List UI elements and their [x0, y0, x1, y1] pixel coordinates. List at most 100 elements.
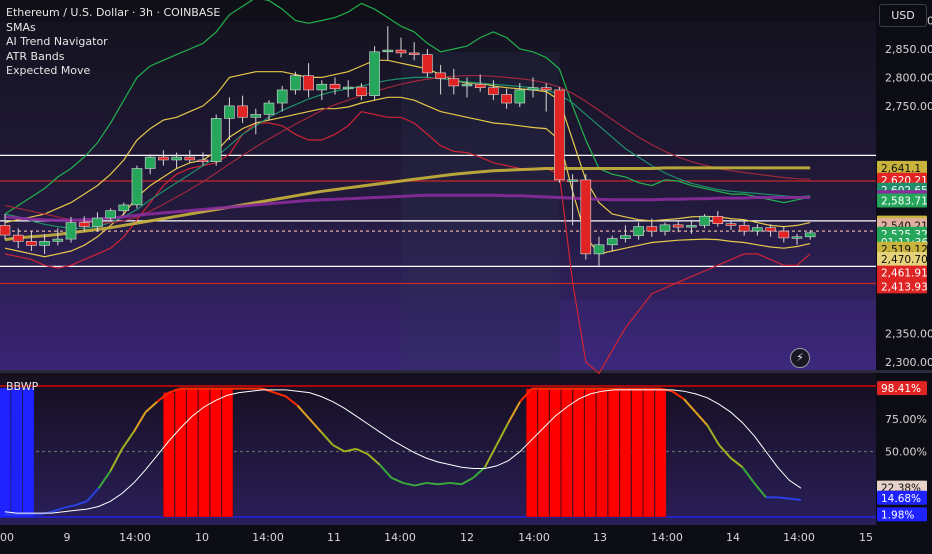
time-tick-0: 9 — [64, 531, 71, 544]
candle-body — [65, 222, 77, 240]
candle-2 — [26, 231, 37, 252]
price-tick-5: 2,300.00 — [885, 356, 932, 369]
candle-10 — [131, 165, 143, 209]
candle-body — [435, 72, 446, 79]
bbwp-segment-43 — [507, 401, 521, 424]
candle-body — [752, 227, 763, 232]
candle-16 — [210, 114, 222, 166]
candle-body — [52, 238, 64, 242]
legend-shade — [0, 0, 876, 22]
bbwp-label-2: 14.68% — [877, 490, 927, 505]
candle-body — [184, 156, 196, 161]
candle-34 — [448, 68, 460, 95]
session-highlight — [401, 52, 560, 370]
candle-body — [540, 87, 552, 91]
candle-30 — [395, 37, 407, 58]
candle-body — [12, 234, 24, 242]
bbwp-hot-bar-47 — [549, 388, 561, 518]
indicator-smas[interactable]: SMAs — [6, 20, 36, 34]
candle-9 — [118, 202, 130, 216]
price-label-11: 2,461.91 — [877, 265, 928, 280]
candle-body — [686, 225, 697, 228]
indicator-ai-trend-navigator[interactable]: AI Trend Navigator — [6, 35, 108, 48]
candle-body — [448, 78, 460, 87]
candles-group — [0, 26, 816, 267]
candle-body — [778, 230, 790, 239]
candle-35 — [461, 77, 473, 98]
time-tick-6: 12 — [460, 531, 474, 544]
candle-body — [158, 156, 169, 161]
candle-body — [382, 49, 394, 53]
candle-body — [342, 86, 354, 90]
candle-1 — [12, 228, 24, 249]
candle-body — [26, 241, 37, 246]
candle-body — [290, 75, 301, 91]
currency-button[interactable]: USD — [879, 4, 927, 27]
candle-4 — [52, 228, 64, 246]
candle-body — [646, 226, 658, 232]
candle-51 — [672, 220, 684, 233]
candle-body — [105, 210, 116, 219]
bbwp-segment-32 — [378, 463, 393, 479]
bbwp-segment-4 — [51, 506, 64, 513]
bbwp-segment-6 — [74, 500, 88, 507]
bbwp-hot-bar-48 — [561, 388, 573, 518]
bbwp-segment-33 — [390, 476, 404, 484]
price-pane-background — [0, 0, 876, 370]
price-label-10: 2,470.70 — [877, 252, 928, 266]
bbwp-label-0: 98.41% — [877, 381, 927, 396]
candle-29 — [382, 26, 394, 61]
candle-body — [0, 225, 11, 236]
bbwp-segment-63 — [741, 466, 755, 484]
bbwp-segment-62 — [730, 457, 744, 469]
bbwp-segment-8 — [97, 470, 112, 489]
bbwp-segment-35 — [414, 481, 427, 487]
candle-33 — [435, 64, 446, 95]
price-label-text: 2,583.71 — [881, 196, 928, 208]
time-tick-first: 00 — [0, 531, 14, 544]
candle-7 — [92, 212, 103, 232]
bbwp-segment-57 — [671, 390, 685, 400]
indicator-expected-move[interactable]: Expected Move — [6, 64, 91, 77]
bbwp-segment-9 — [109, 448, 123, 472]
indicator-atr-bands[interactable]: ATR Bands — [6, 49, 65, 63]
symbol-title[interactable]: Ethereum / U.S. Dollar · 3h · COINBASE — [6, 6, 221, 19]
lightning-icon[interactable]: ⚡ — [790, 348, 810, 368]
candle-59 — [778, 226, 790, 243]
candle-body — [210, 118, 222, 162]
bbwp-title[interactable]: BBWP — [6, 380, 39, 393]
candle-body — [488, 87, 499, 95]
bbwp-segment-58 — [683, 398, 697, 413]
bbwp-hot-bar-52 — [608, 388, 620, 518]
candle-body — [276, 89, 288, 104]
candle-20 — [263, 100, 275, 121]
bbwp-segment-36 — [426, 481, 439, 486]
bbwp-segment-64 — [753, 482, 767, 498]
candle-body — [316, 83, 328, 91]
price-label-bg — [877, 160, 927, 175]
bbwp-segment-5 — [63, 504, 76, 509]
candle-49 — [646, 218, 658, 237]
time-tick-12: 15 — [859, 531, 873, 544]
candle-22 — [290, 71, 301, 95]
bbwp-segment-11 — [132, 411, 147, 433]
bbwp-segment-67 — [789, 497, 802, 501]
bbwp-ma-line — [4, 389, 802, 514]
candle-0 — [0, 214, 11, 240]
candle-17 — [224, 97, 235, 141]
price-label-text: 2,413.93 — [881, 281, 928, 293]
bbwp-segment-44 — [519, 387, 533, 403]
price-label-bg — [877, 193, 927, 208]
bbwp-pane-background — [0, 373, 876, 525]
candle-3 — [39, 233, 50, 254]
candle-37 — [488, 80, 499, 101]
candle-18 — [237, 95, 248, 123]
candle-47 — [620, 225, 631, 243]
bbwp-segment-26 — [308, 418, 322, 433]
bbwp-segment-27 — [320, 431, 334, 446]
candle-25 — [329, 77, 341, 95]
bbwp-segment-7 — [86, 487, 100, 502]
candle-body — [606, 238, 618, 246]
